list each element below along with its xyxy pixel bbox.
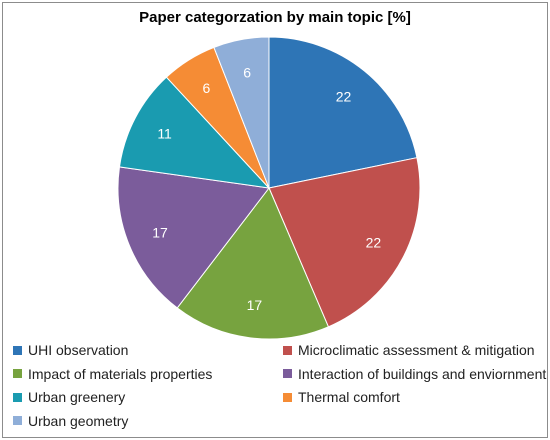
legend-swatch	[283, 345, 292, 355]
legend-swatch	[283, 392, 292, 402]
pie-slice	[176, 187, 330, 339]
data-label: 6	[243, 64, 251, 80]
data-label: 17	[247, 297, 263, 313]
pie-chart: 22 22 17 17 11 6 6	[117, 36, 421, 339]
legend-label: Interaction of buildings and enviornment	[298, 365, 547, 382]
data-label: 22	[336, 89, 352, 105]
legend-swatch	[13, 369, 22, 378]
legend-item: Impact of materials properties	[13, 363, 212, 385]
legend-label: Urban geometry	[28, 412, 129, 429]
legend-item: Interaction of buildings and enviornment	[283, 363, 546, 385]
legend-label: Urban greenery	[28, 389, 126, 405]
legend-swatch	[13, 416, 22, 425]
legend-item: Thermal comfort	[283, 386, 400, 408]
legend-item: UHI observation	[13, 339, 128, 361]
pie-slice	[268, 36, 418, 189]
legend-item: Urban greenery	[13, 386, 125, 408]
data-label: 6	[203, 80, 211, 96]
pie-slice	[268, 157, 421, 328]
data-label: 11	[157, 125, 172, 141]
legend-swatch	[13, 345, 22, 355]
legend-item: Urban geometry	[13, 410, 128, 432]
legend-swatch	[283, 369, 292, 378]
data-label: 17	[152, 225, 168, 241]
data-label: 22	[366, 235, 382, 251]
legend-label: Microclimatic assessment & mitigation	[298, 342, 535, 358]
legend-swatch	[13, 392, 22, 402]
legend-label: Impact of materials properties	[28, 365, 213, 382]
legend-label: Thermal comfort	[298, 389, 400, 405]
chart-title: Paper categorzation by main topic [%]	[139, 9, 411, 26]
legend-item: Microclimatic assessment & mitigation	[283, 339, 535, 361]
pie-slice	[117, 166, 270, 309]
legend-label: UHI observation	[28, 342, 129, 358]
pie-slice	[213, 36, 270, 189]
pie-slice	[118, 76, 271, 189]
